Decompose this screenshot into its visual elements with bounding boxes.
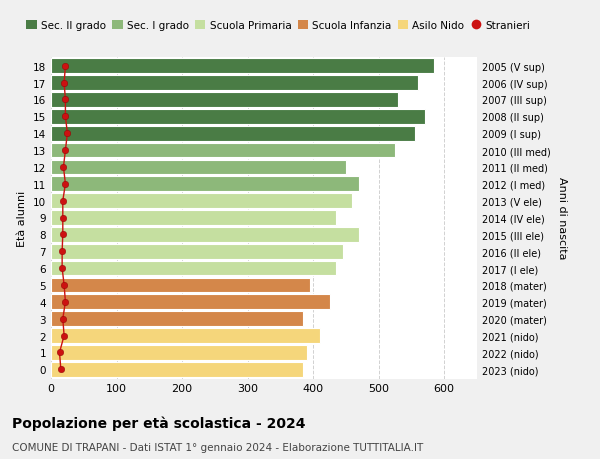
Bar [51, 244, 343, 259]
Point [58, 265, 67, 272]
Bar [51, 177, 359, 192]
Bar [51, 328, 320, 343]
Y-axis label: Anni di nascita: Anni di nascita [557, 177, 567, 259]
Y-axis label: Età alunni: Età alunni [17, 190, 28, 246]
Point [58, 248, 67, 255]
Text: COMUNE DI TRAPANI - Dati ISTAT 1° gennaio 2024 - Elaborazione TUTTITALIA.IT: COMUNE DI TRAPANI - Dati ISTAT 1° gennai… [12, 442, 423, 452]
Point [55, 349, 64, 356]
Point [58, 214, 68, 222]
Bar [51, 261, 336, 276]
Point [61, 113, 70, 121]
Bar [51, 345, 307, 360]
Text: Popolazione per età scolastica - 2024: Popolazione per età scolastica - 2024 [12, 415, 305, 430]
Bar [51, 160, 346, 175]
Point [58, 231, 68, 239]
Point [61, 181, 70, 188]
Point [61, 298, 70, 306]
Bar [51, 312, 304, 326]
Bar [51, 211, 336, 225]
Bar [51, 194, 352, 208]
Bar [51, 143, 395, 158]
Bar [51, 59, 434, 74]
Bar [51, 93, 398, 108]
Bar [51, 110, 425, 124]
Bar [51, 295, 329, 309]
Point [62, 130, 72, 138]
Point [56, 366, 65, 373]
Legend: Sec. II grado, Sec. I grado, Scuola Primaria, Scuola Infanzia, Asilo Nido, Stran: Sec. II grado, Sec. I grado, Scuola Prim… [26, 21, 530, 31]
Bar [51, 127, 415, 141]
Bar [51, 278, 310, 293]
Point [58, 197, 68, 205]
Point [61, 96, 70, 104]
Point [59, 164, 68, 171]
Point [59, 282, 69, 289]
Point [58, 315, 68, 323]
Point [59, 332, 69, 340]
Point [61, 147, 70, 154]
Bar [51, 228, 359, 242]
Point [59, 80, 69, 87]
Bar [51, 362, 304, 377]
Bar [51, 76, 418, 91]
Point [61, 63, 70, 70]
